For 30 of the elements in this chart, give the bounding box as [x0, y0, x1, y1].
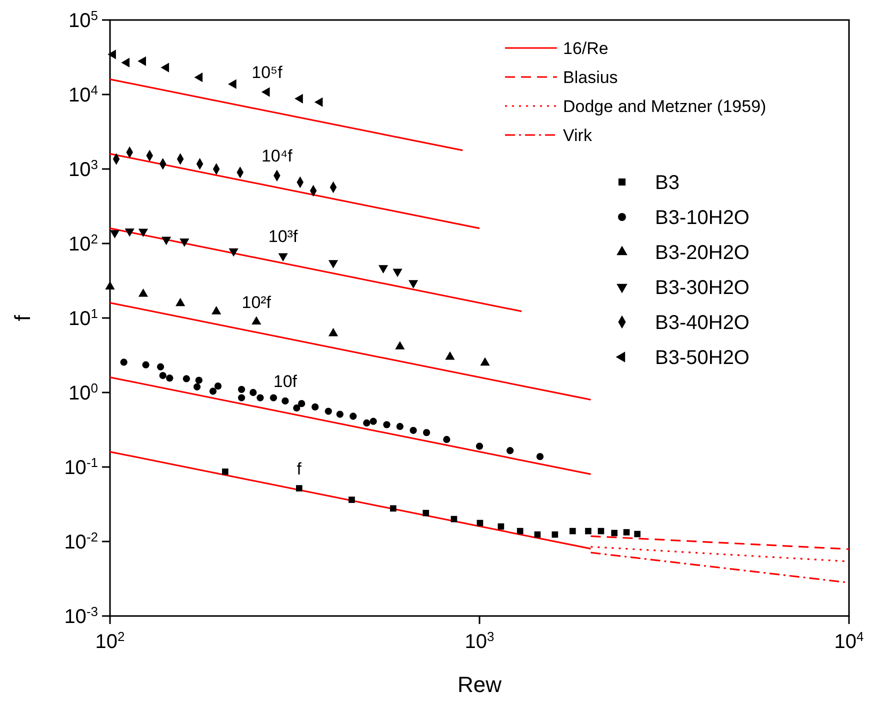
- annotation: 10⁵f: [252, 63, 283, 82]
- y-tick-label: 10$^{1}$: [68, 306, 98, 330]
- legend-label: B3-20H2O: [655, 242, 750, 264]
- legend-label: B3: [655, 172, 680, 194]
- y-tick-label: 10$^{0}$: [68, 380, 98, 404]
- annotation: 10f: [273, 372, 298, 391]
- y-tick-label: 10$^{-2}$: [64, 529, 98, 554]
- legend-label: B3-40H2O: [655, 312, 750, 334]
- legend-label: B3-10H2O: [655, 207, 750, 229]
- x-axis-title: Rew: [457, 672, 502, 697]
- legend-label: Dodge and Metzner (1959): [563, 97, 766, 116]
- legend-label: Blasius: [563, 68, 618, 87]
- x-tick-label: 10$^{3}$: [464, 628, 494, 653]
- annotation: 10²f: [242, 292, 272, 312]
- legend-label: 16/Re: [563, 39, 608, 58]
- legend-label: Virk: [563, 126, 592, 145]
- y-tick-label: 10$^{2}$: [68, 231, 98, 256]
- annotation: 10³f: [268, 226, 298, 246]
- y-axis-title: f: [10, 314, 35, 322]
- x-tick-label: 10$^{2}$: [95, 628, 125, 653]
- x-tick-label: 10$^{4}$: [834, 628, 864, 653]
- legend-label: B3-30H2O: [655, 277, 750, 299]
- annotation: f: [296, 459, 302, 478]
- y-tick-label: 10$^{4}$: [68, 82, 98, 106]
- y-tick-label: 10$^{3}$: [68, 156, 98, 181]
- legend-label: B3-50H2O: [655, 347, 750, 369]
- y-tick-label: 10$^{-3}$: [64, 604, 98, 628]
- annotation: 10⁴f: [261, 146, 293, 166]
- y-tick-label: 10$^{5}$: [68, 8, 98, 32]
- y-tick-label: 10$^{-1}$: [64, 454, 98, 479]
